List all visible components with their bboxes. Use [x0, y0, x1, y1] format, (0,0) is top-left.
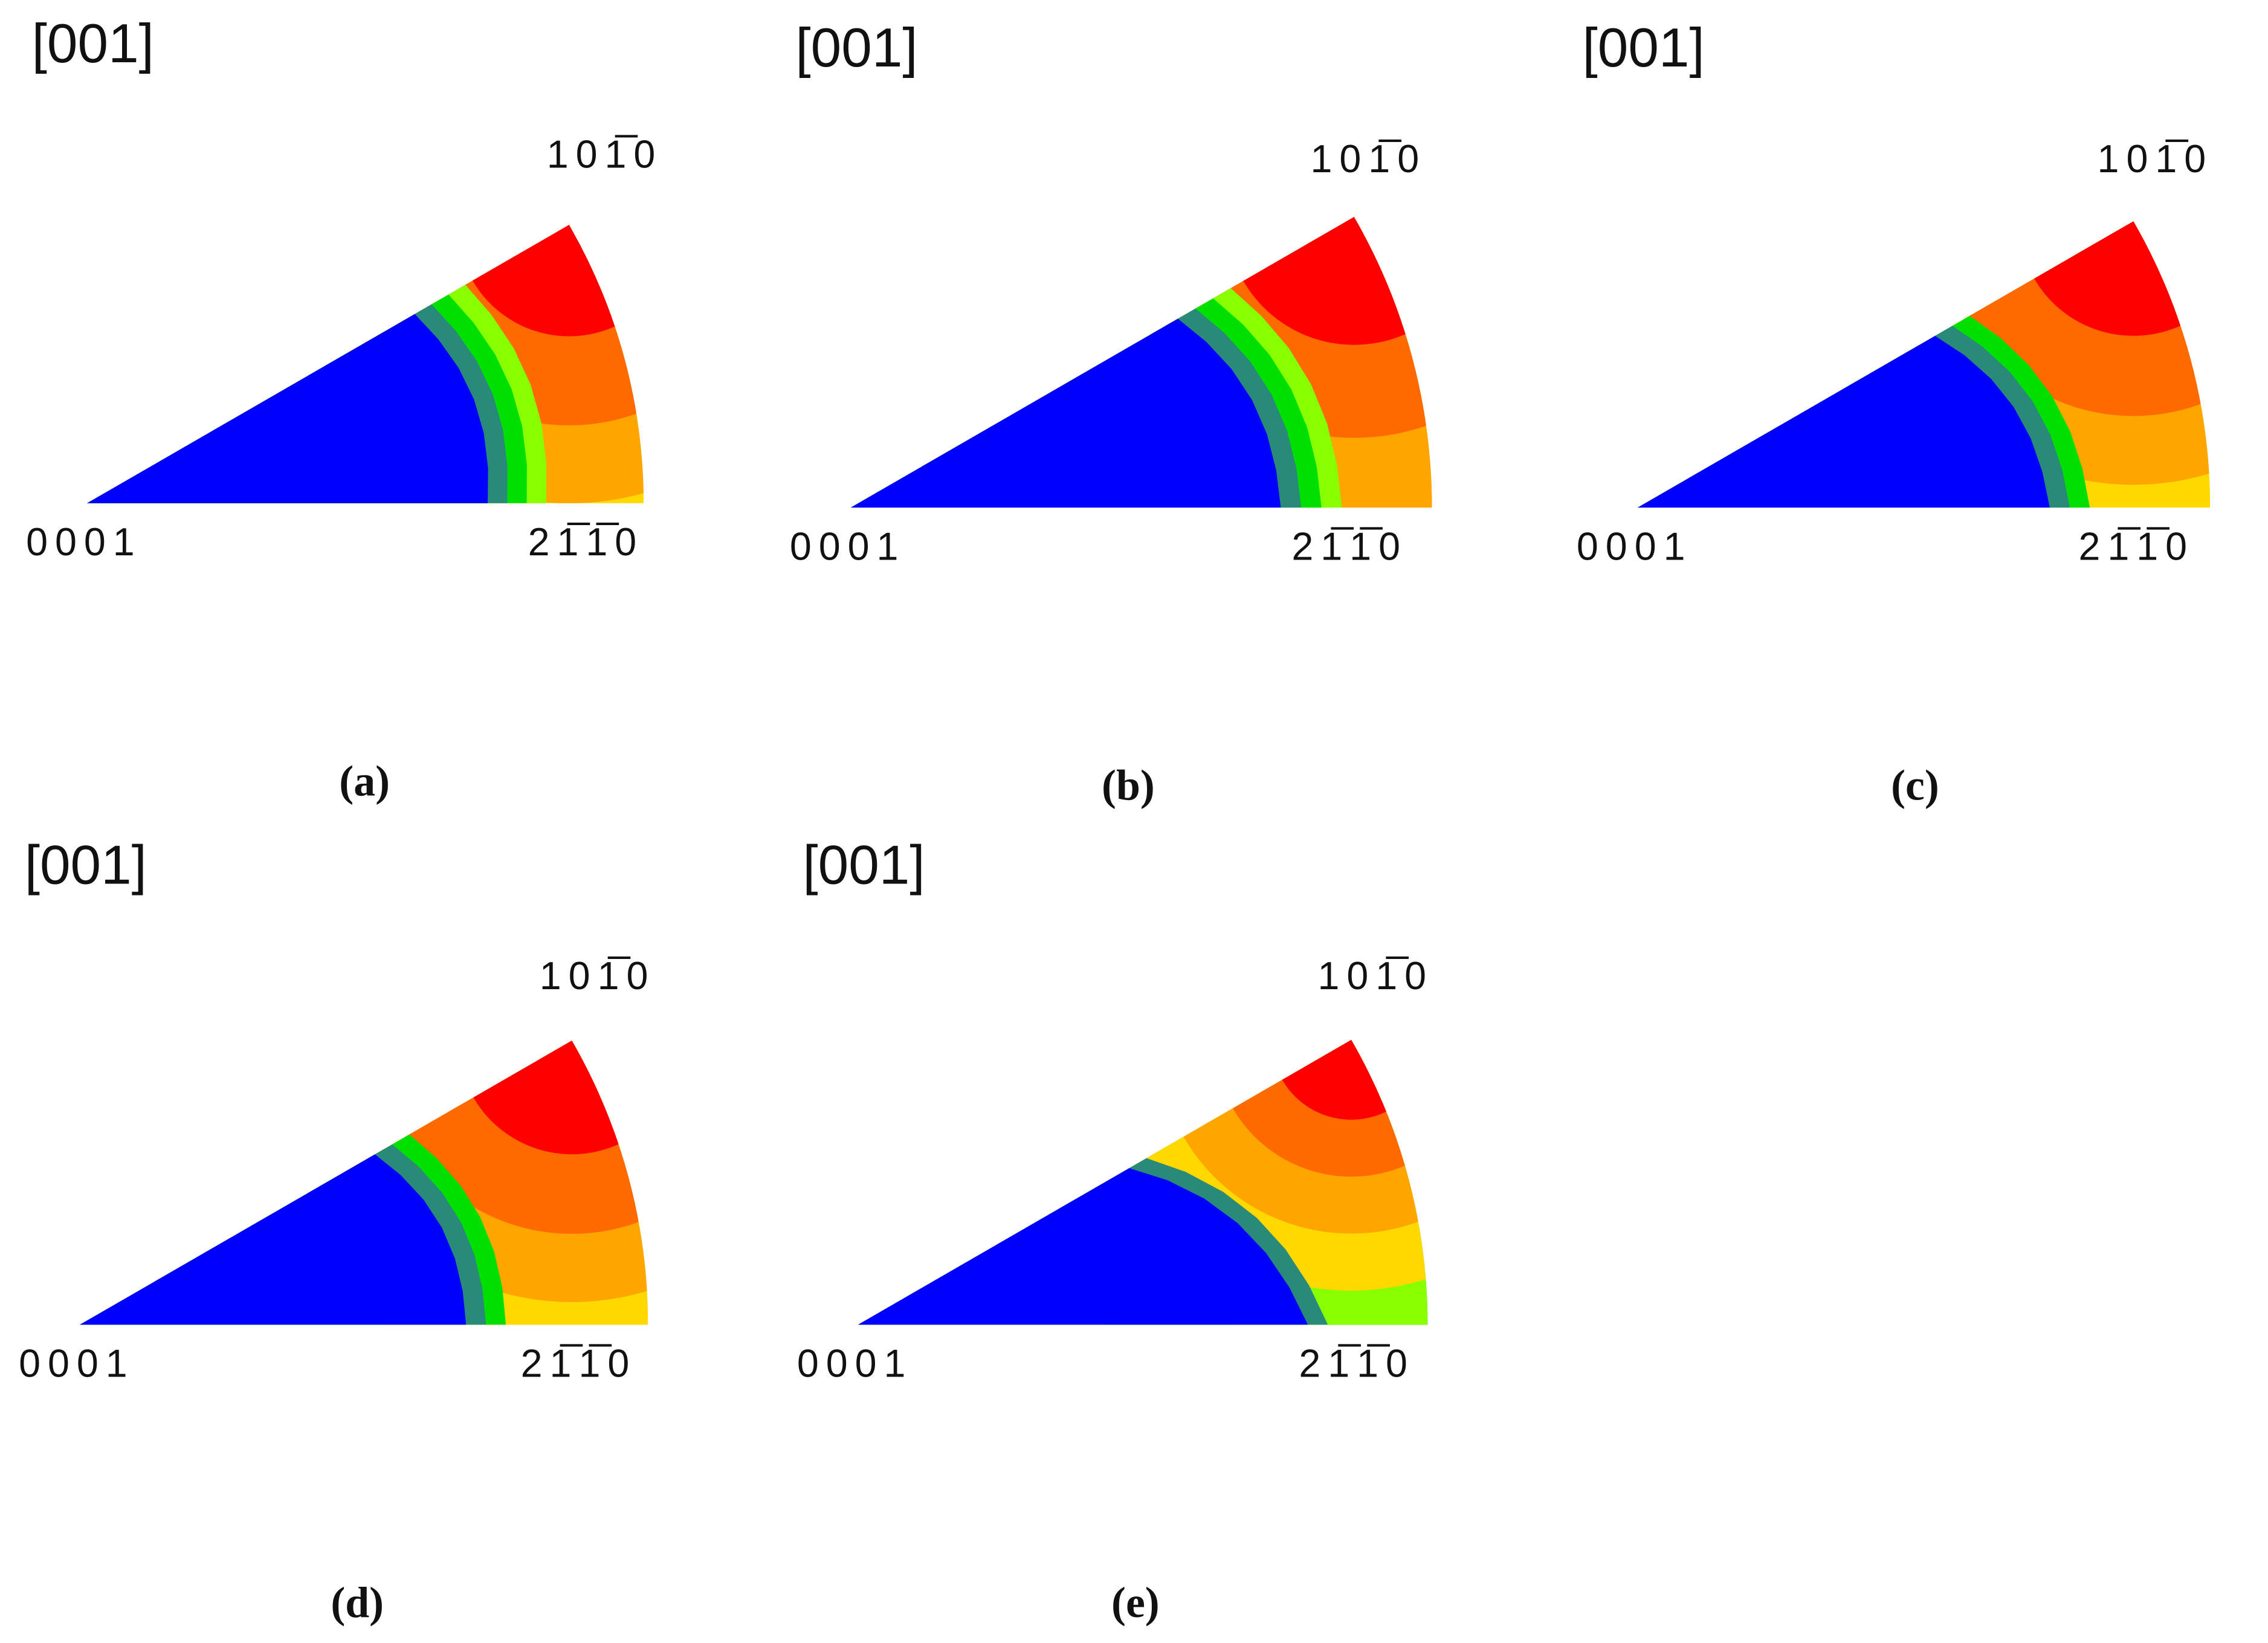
pole-label: 21̅1̅0 — [1299, 1342, 1415, 1386]
contour-low — [1637, 335, 2050, 508]
contour-low — [850, 318, 1281, 508]
panel-title: [001] — [1582, 18, 1704, 79]
pole-label: 0001 — [1577, 525, 1693, 568]
pole-figure: [001] 101̅0 0001 21̅1̅0 (a) — [26, 13, 663, 805]
pole-label: 21̅1̅0 — [2078, 525, 2194, 568]
pole-label: 21̅1̅0 — [528, 520, 644, 564]
pole-label: 101̅0 — [540, 954, 656, 998]
pole-label: 101̅0 — [1317, 954, 1433, 998]
contours — [1637, 221, 2211, 508]
contour-level — [1157, 1039, 1428, 1234]
pole-label: 0001 — [26, 520, 142, 564]
caption: (d) — [331, 1578, 384, 1627]
pole-label: 0001 — [790, 525, 906, 568]
pole-figure: [001] 101̅0 0001 21̅1̅0 (b) — [790, 18, 1432, 810]
caption: (b) — [1102, 761, 1155, 810]
contour-level — [378, 1041, 648, 1234]
pole-label: 21̅1̅0 — [521, 1342, 637, 1386]
pole-label: 0001 — [19, 1342, 135, 1386]
contour-low — [858, 1168, 1308, 1325]
caption: (e) — [1111, 1578, 1160, 1627]
pole-figure: [001] 101̅0 0001 21̅1̅0 (c) — [1577, 18, 2214, 810]
contour-low — [79, 1154, 467, 1325]
pole-label: 101̅0 — [1311, 137, 1427, 181]
panel-title: [001] — [32, 13, 154, 74]
pole-label: 0001 — [797, 1342, 913, 1386]
pole-figure: [001] 101̅0 0001 21̅1̅0 (e) — [797, 834, 1433, 1627]
pole-label: 21̅1̅0 — [1291, 525, 1407, 568]
contour-level — [1226, 217, 1432, 345]
panel-title: [001] — [25, 834, 147, 896]
contour-low — [86, 314, 488, 503]
pole-figure: [001] 101̅0 0001 21̅1̅0 (d) — [19, 834, 656, 1627]
pole-label: 101̅0 — [2098, 137, 2214, 181]
pole-label: 101̅0 — [547, 133, 663, 176]
contours — [86, 225, 644, 503]
caption: (a) — [339, 757, 390, 805]
panel-title: [001] — [803, 834, 925, 896]
contours — [79, 1041, 648, 1325]
caption: (c) — [1891, 761, 1939, 810]
contours — [850, 217, 1432, 508]
panel-title: [001] — [795, 18, 917, 79]
contours — [858, 1039, 1428, 1325]
